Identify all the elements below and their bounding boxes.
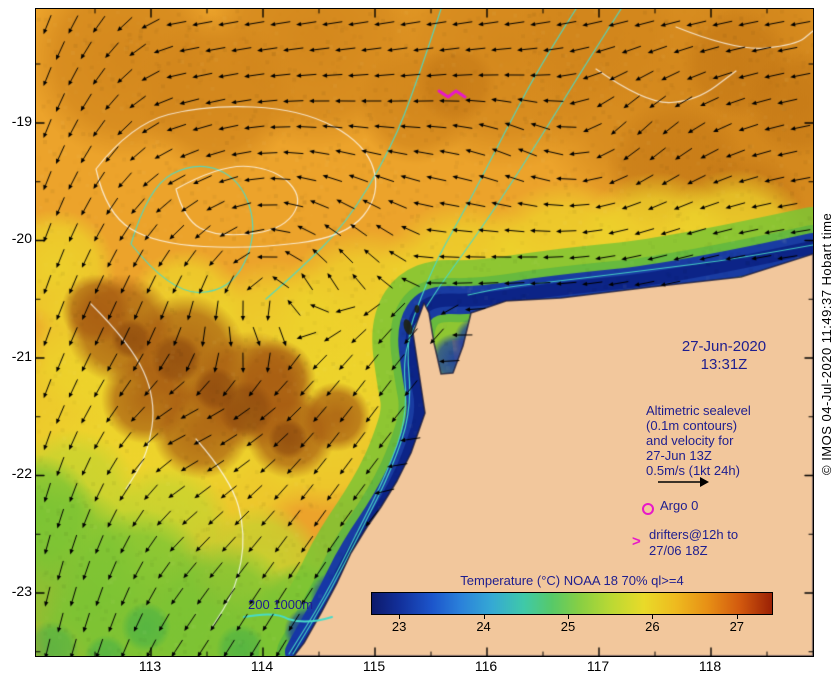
- colorbar: Temperature (°C) NOAA 18 70% ql>=4 23 24…: [371, 573, 773, 639]
- lon-tick-label: 118: [692, 658, 728, 674]
- lat-tick-label: -22: [2, 465, 32, 481]
- argo-marker-icon: [642, 503, 654, 515]
- sst-map-canvas: [36, 9, 813, 656]
- map-frame: 27-Jun-2020 13:31Z Altimetric sealevel (…: [35, 8, 814, 657]
- colorbar-tick-label: 24: [469, 619, 499, 634]
- colorbar-tick-label: 25: [553, 619, 583, 634]
- lat-tick-label: -19: [2, 113, 32, 129]
- lon-tick-label: 115: [356, 658, 392, 674]
- colorbar-tick-label: 27: [722, 619, 752, 634]
- lat-tick-label: -20: [2, 230, 32, 246]
- colorbar-tick-label: 23: [384, 619, 414, 634]
- lon-tick-label: 116: [468, 658, 504, 674]
- altimetric-note-line4: 27-Jun 13Z: [646, 448, 821, 463]
- lon-tick-label: 117: [580, 658, 616, 674]
- argo-label: Argo 0: [660, 499, 698, 514]
- altimetric-note-line1: Altimetric sealevel: [646, 403, 821, 418]
- copyright-attribution: © IMOS 04-Jul-2020 11:49:37 Hobart time: [819, 213, 834, 475]
- depth-contour-legend-label: 200 1000m: [248, 598, 313, 613]
- lat-tick-label: -23: [2, 583, 32, 599]
- drifters-label-line1: drifters@12h to: [649, 528, 738, 543]
- timestamp-date: 27-Jun-2020: [634, 338, 814, 355]
- drifters-label-line2: 27/06 18Z: [649, 544, 708, 559]
- altimetric-note-line3: and velocity for: [646, 433, 821, 448]
- drifter-marker-icon: >: [632, 533, 641, 550]
- sst-figure: 27-Jun-2020 13:31Z Altimetric sealevel (…: [0, 0, 840, 680]
- timestamp-time: 13:31Z: [634, 356, 814, 373]
- lat-tick-label: -21: [2, 348, 32, 364]
- colorbar-gradient: [371, 592, 773, 615]
- colorbar-tick-label: 26: [637, 619, 667, 634]
- velocity-scale-arrow-icon: [657, 476, 709, 488]
- altimetric-note-line2: (0.1m contours): [646, 418, 821, 433]
- lon-tick-label: 114: [244, 658, 280, 674]
- colorbar-title: Temperature (°C) NOAA 18 70% ql>=4: [371, 573, 773, 588]
- colorbar-ticks: 23 24 25 26 27: [371, 615, 773, 639]
- lon-tick-label: 113: [132, 658, 168, 674]
